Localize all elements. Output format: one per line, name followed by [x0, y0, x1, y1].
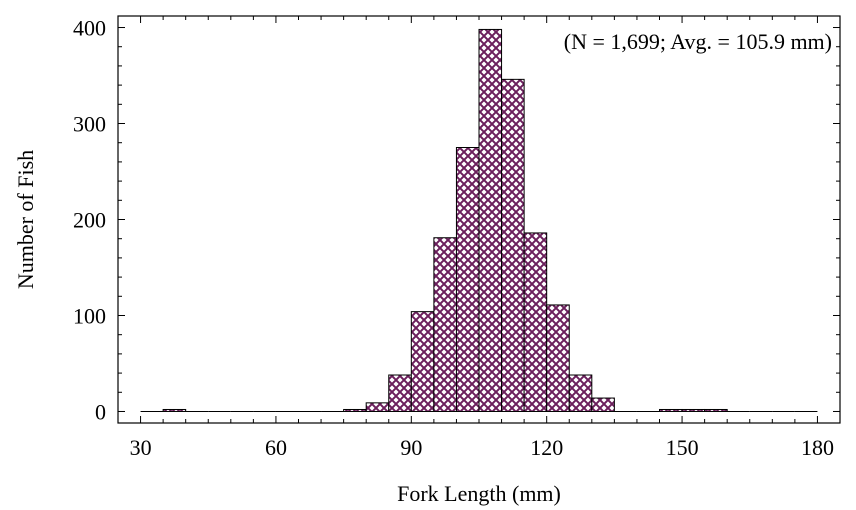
x-tick-label: 120 — [530, 435, 563, 460]
histogram-bar — [568, 374, 593, 412]
histogram-bar — [501, 78, 525, 412]
histogram-bar — [365, 402, 390, 412]
y-tick-label: 100 — [73, 303, 106, 328]
x-tick-label: 150 — [666, 435, 699, 460]
x-tick-label: 90 — [400, 435, 422, 460]
stats-annotation: (N = 1,699; Avg. = 105.9 mm) — [564, 29, 832, 54]
histogram-bar — [478, 28, 503, 412]
histogram-bar — [343, 408, 367, 412]
histogram-bar — [659, 408, 683, 412]
bars-group — [140, 28, 818, 412]
x-tick-label: 180 — [801, 435, 834, 460]
histogram-bar — [591, 397, 615, 412]
y-axis-label: Number of Fish — [13, 150, 38, 289]
x-axis-label: Fork Length (mm) — [397, 481, 561, 506]
histogram-bar — [455, 147, 480, 412]
x-tick-label: 60 — [265, 435, 287, 460]
y-tick-label: 300 — [73, 112, 106, 137]
x-tick-label: 30 — [130, 435, 152, 460]
histogram-bar — [523, 232, 548, 412]
histogram-bar — [388, 374, 412, 412]
histogram-bar — [162, 408, 187, 412]
y-tick-label: 400 — [73, 16, 106, 41]
histogram-bar — [433, 237, 457, 412]
x-axis: 30 60 90 120 150 180 — [117, 16, 841, 460]
y-tick-label: 0 — [95, 399, 106, 424]
histogram-bar — [681, 408, 706, 412]
y-axis: 0 100 200 300 400 — [73, 16, 840, 424]
histogram-bar — [546, 304, 570, 412]
y-tick-label: 200 — [73, 208, 106, 233]
histogram-bar — [704, 408, 728, 412]
histogram-bar — [410, 311, 435, 412]
